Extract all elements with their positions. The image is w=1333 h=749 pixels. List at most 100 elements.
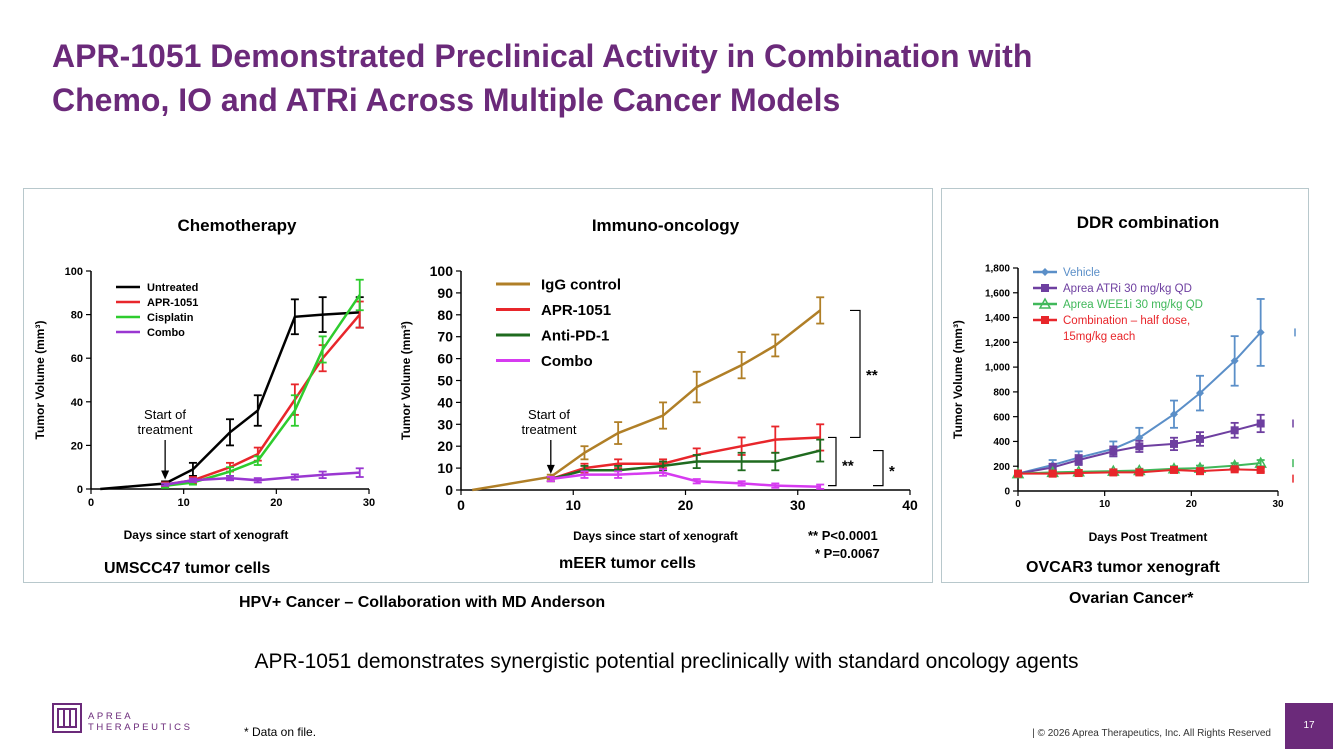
y-axis-label: Tumor Volume (mm³) bbox=[951, 320, 965, 439]
y-tick-label: 60 bbox=[71, 353, 83, 365]
data-point-marker bbox=[1256, 465, 1265, 474]
data-point-marker bbox=[1041, 284, 1049, 292]
legend-label: IgG control bbox=[541, 276, 621, 293]
start-of-treatment-label: treatment bbox=[138, 422, 193, 437]
y-tick-label: 60 bbox=[437, 351, 453, 367]
x-axis-label: Days since start of xenograft bbox=[124, 528, 289, 542]
data-point-marker bbox=[1014, 469, 1022, 478]
series-apr-1051 bbox=[161, 300, 364, 488]
slide-title-line-2: Chemo, IO and ATRi Across Multiple Cance… bbox=[52, 82, 841, 118]
x-axis-label: Days since start of xenograft bbox=[573, 529, 738, 543]
slide-title: APR-1051 Demonstrated Preclinical Activi… bbox=[52, 34, 1272, 122]
y-tick-label: 1,800 bbox=[985, 264, 1010, 275]
data-point-marker bbox=[1170, 465, 1178, 474]
data-point-marker bbox=[1041, 316, 1049, 324]
series-combination-half-dose-15mg-kg-each bbox=[1014, 465, 1265, 478]
series-igg-control bbox=[472, 296, 825, 492]
copyright: | © 2026 Aprea Therapeutics, Inc. All Ri… bbox=[1032, 728, 1271, 739]
series-line bbox=[100, 311, 360, 491]
x-tick-label: 10 bbox=[1099, 499, 1111, 510]
y-tick-label: 0 bbox=[445, 482, 453, 498]
tagline: APR-1051 demonstrates synergistic potent… bbox=[254, 650, 1079, 673]
y-tick-label: 0 bbox=[1004, 487, 1010, 498]
x-tick-label: 0 bbox=[1015, 499, 1021, 510]
page-number: 17 bbox=[1285, 703, 1333, 749]
legend-label: Combo bbox=[541, 353, 593, 370]
caption-ovarian-cancer: Ovarian Cancer* bbox=[1069, 590, 1194, 607]
significance-label: ** bbox=[866, 367, 878, 384]
legend: Untreated APR-1051 Cisplatin Combo bbox=[116, 282, 198, 339]
series-line bbox=[550, 449, 821, 481]
caption-meer: mEER tumor cells bbox=[559, 555, 696, 572]
y-tick-label: 90 bbox=[437, 285, 453, 301]
chart-ddr: DDR combination02004006008001,0001,2001,… bbox=[951, 213, 1296, 544]
aprea-logo: APREA THERAPEUTICS bbox=[52, 703, 192, 735]
y-tick-label: 1,600 bbox=[985, 288, 1010, 299]
x-tick-label: 20 bbox=[678, 497, 694, 513]
data-point-marker bbox=[1109, 468, 1118, 477]
significance-bracket bbox=[873, 449, 884, 487]
y-tick-label: 1,400 bbox=[985, 313, 1010, 324]
significance-label: * bbox=[889, 463, 895, 480]
x-tick-label: 30 bbox=[363, 497, 375, 509]
logo-line-1: APREA bbox=[88, 711, 134, 722]
x-tick-label: 10 bbox=[565, 497, 581, 513]
y-tick-label: 100 bbox=[430, 263, 454, 279]
data-point-marker bbox=[1109, 447, 1118, 456]
x-axis-label: Days Post Treatment bbox=[1089, 530, 1208, 544]
chart-title: DDR combination bbox=[1077, 213, 1220, 232]
data-point-marker bbox=[1135, 468, 1144, 477]
x-tick-label: 20 bbox=[270, 497, 282, 509]
data-point-marker bbox=[1196, 434, 1204, 443]
y-tick-label: 50 bbox=[437, 373, 453, 389]
chart-io: Immuno-oncology 0 10 20 30 40 50 60 70 80 90 100 0 10… bbox=[399, 216, 918, 543]
series-line bbox=[164, 294, 361, 487]
legend-label: Combo bbox=[147, 327, 185, 339]
legend-label: 15mg/kg each bbox=[1063, 331, 1135, 343]
series-cisplatin bbox=[161, 278, 364, 489]
significance-label: ** bbox=[842, 458, 854, 475]
y-tick-label: 1,000 bbox=[985, 363, 1010, 374]
start-of-treatment-label: Start of bbox=[144, 407, 186, 422]
y-axis-label: Tumor Volume (mm³) bbox=[399, 321, 413, 440]
y-tick-label: 800 bbox=[993, 387, 1010, 398]
data-point-marker bbox=[1041, 268, 1049, 276]
legend: Vehicle Aprea ATRi 30 mg/kg QD Aprea WEE1i… bbox=[1033, 267, 1203, 343]
data-point-marker bbox=[1230, 356, 1239, 365]
x-tick-label: 30 bbox=[1272, 499, 1284, 510]
legend-label: Aprea ATRi 30 mg/kg QD bbox=[1063, 283, 1192, 295]
legend-label: Combination – half dose, bbox=[1063, 315, 1190, 327]
y-tick-label: 30 bbox=[437, 416, 453, 432]
y-tick-label: 20 bbox=[437, 438, 453, 454]
x-tick-label: 0 bbox=[457, 497, 465, 513]
y-tick-label: 0 bbox=[77, 484, 83, 496]
chart-title: Chemotherapy bbox=[177, 216, 297, 235]
data-point-marker bbox=[1230, 426, 1239, 435]
legend: IgG control APR-1051 Anti-PD-1 Combo bbox=[496, 276, 621, 370]
significance-bracket bbox=[850, 309, 861, 439]
series-combo bbox=[161, 467, 364, 487]
start-of-treatment-label: Start of bbox=[528, 407, 570, 422]
significance-bracket bbox=[828, 436, 837, 487]
slide-title-line-1: APR-1051 Demonstrated Preclinical Activi… bbox=[52, 38, 1033, 74]
legend-label: APR-1051 bbox=[147, 297, 198, 309]
data-point-marker bbox=[1196, 467, 1204, 476]
y-tick-label: 20 bbox=[71, 440, 83, 452]
data-point-marker bbox=[1135, 433, 1144, 442]
series-line bbox=[550, 436, 821, 481]
legend-label: Anti-PD-1 bbox=[541, 327, 609, 344]
legend-label: Aprea WEE1i 30 mg/kg QD bbox=[1063, 299, 1203, 311]
y-axis-label: Tumor Volume (mm³) bbox=[33, 321, 47, 440]
legend-label: APR-1051 bbox=[541, 302, 611, 319]
logo-line-2: THERAPEUTICS bbox=[88, 722, 193, 733]
footnote: * Data on file. bbox=[244, 725, 317, 739]
data-point-marker bbox=[1256, 419, 1265, 428]
data-point-marker bbox=[1230, 465, 1239, 474]
y-tick-label: 100 bbox=[65, 266, 83, 278]
series-aprea-atri-30-mg-kg-qd bbox=[1014, 413, 1265, 478]
data-point-marker bbox=[1256, 328, 1265, 337]
start-of-treatment-label: treatment bbox=[522, 422, 577, 437]
y-tick-label: 400 bbox=[993, 437, 1010, 448]
y-tick-label: 40 bbox=[437, 394, 453, 410]
start-arrow-head bbox=[161, 470, 170, 480]
